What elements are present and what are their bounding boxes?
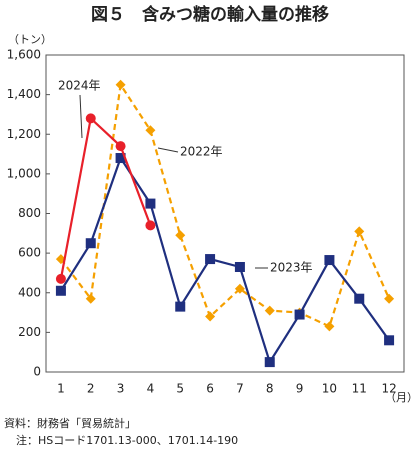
x-tick-label: 3 xyxy=(117,382,125,396)
y-tick-label: 400 xyxy=(18,285,41,299)
y-unit: （トン） xyxy=(8,33,52,46)
point xyxy=(205,254,216,265)
point xyxy=(294,309,305,320)
x-tick-label: 7 xyxy=(236,382,244,396)
series-label: 2022年 xyxy=(180,145,223,159)
source: 資料：財務省「貿易統計」 xyxy=(4,416,136,430)
x-tick-label: 5 xyxy=(176,382,184,396)
series-line xyxy=(60,81,391,328)
y-tick-label: 0 xyxy=(33,365,41,379)
point xyxy=(85,293,96,304)
point xyxy=(175,230,186,241)
point xyxy=(205,311,216,322)
point xyxy=(384,335,395,346)
label-leader xyxy=(157,147,179,153)
point xyxy=(145,125,156,136)
point xyxy=(324,255,335,266)
point xyxy=(324,321,335,332)
series-line xyxy=(59,155,390,365)
point xyxy=(115,141,126,152)
y-tick-label: 600 xyxy=(18,246,41,260)
point xyxy=(85,238,96,249)
chart-title: 図５ 含みつ糖の輸入量の推移 xyxy=(91,4,329,25)
point xyxy=(55,273,66,284)
x-tick-label: 4 xyxy=(147,382,155,396)
y-tick-label: 1,000 xyxy=(7,166,41,180)
x-tick-label: 12 xyxy=(381,382,396,396)
plot-frame xyxy=(45,54,405,373)
point xyxy=(264,305,275,316)
point xyxy=(264,357,275,368)
x-tick-label: 9 xyxy=(296,382,304,396)
point xyxy=(145,220,156,231)
x-tick-label: 6 xyxy=(206,382,214,396)
point xyxy=(384,293,395,304)
point xyxy=(354,226,365,237)
point xyxy=(115,153,126,164)
x-tick-label: 11 xyxy=(352,382,367,396)
point xyxy=(234,261,245,272)
label-leader xyxy=(79,94,83,139)
point xyxy=(85,113,96,124)
point xyxy=(354,293,365,304)
note: 注：HSコード1701.13-000、1701.14-190 xyxy=(16,433,238,447)
x-tick-label: 8 xyxy=(266,382,274,396)
y-tick-label: 800 xyxy=(18,206,41,220)
y-tick-label: 1,400 xyxy=(7,87,41,101)
series-line xyxy=(59,116,152,280)
x-tick-label: 10 xyxy=(322,382,337,396)
point xyxy=(145,198,156,209)
x-tick-label: 1 xyxy=(57,382,65,396)
x-tick-label: 2 xyxy=(87,382,95,396)
y-tick-label: 200 xyxy=(18,325,41,339)
x-unit: （月） xyxy=(385,391,418,404)
y-tick-label: 1,600 xyxy=(7,48,41,62)
series-label: 2024年 xyxy=(58,79,101,93)
y-tick-label: 1,200 xyxy=(7,127,41,141)
point xyxy=(115,79,126,90)
point xyxy=(55,285,66,296)
point xyxy=(234,283,245,294)
point xyxy=(175,301,186,312)
series-label: 2023年 xyxy=(270,261,313,275)
